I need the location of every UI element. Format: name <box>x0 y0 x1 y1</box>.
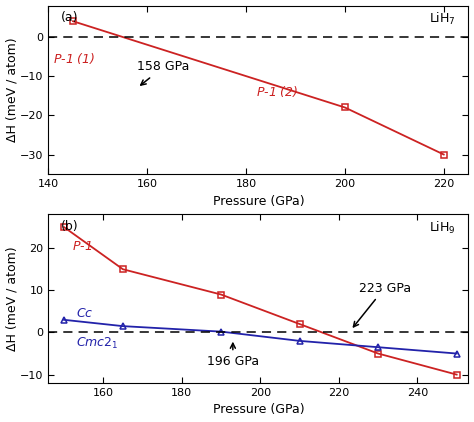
Y-axis label: ΔH (meV / atom): ΔH (meV / atom) <box>6 246 18 351</box>
X-axis label: Pressure (GPa): Pressure (GPa) <box>212 403 304 417</box>
Text: LiH$_7$: LiH$_7$ <box>429 11 456 27</box>
Text: $Cc$: $Cc$ <box>76 307 93 320</box>
Text: $P$-1: $P$-1 <box>72 240 92 253</box>
Text: $P$-1 (2): $P$-1 (2) <box>256 84 298 99</box>
Text: (b): (b) <box>61 219 79 233</box>
Text: (a): (a) <box>61 11 78 24</box>
X-axis label: Pressure (GPa): Pressure (GPa) <box>212 195 304 208</box>
Text: 158 GPa: 158 GPa <box>137 60 190 85</box>
Y-axis label: ΔH (meV / atom): ΔH (meV / atom) <box>6 38 18 142</box>
Text: 223 GPa: 223 GPa <box>354 281 410 327</box>
Text: 196 GPa: 196 GPa <box>207 343 259 368</box>
Text: $Cmc2_1$: $Cmc2_1$ <box>76 335 118 351</box>
Text: $P$-1 (1): $P$-1 (1) <box>53 51 96 66</box>
Text: LiH$_9$: LiH$_9$ <box>429 219 456 235</box>
